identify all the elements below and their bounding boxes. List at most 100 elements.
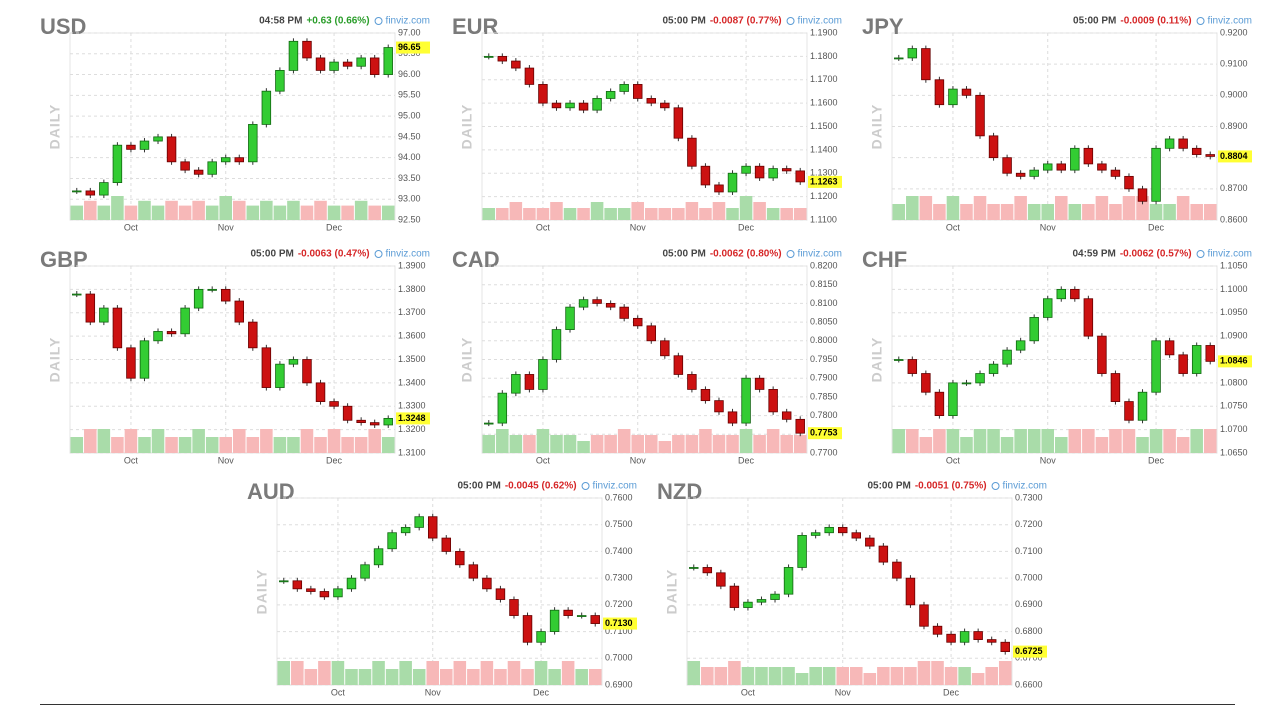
y-axis-label: DAILY xyxy=(254,569,270,615)
volume-bar xyxy=(1109,204,1122,220)
candle xyxy=(1002,349,1012,365)
candle xyxy=(894,57,904,60)
candle xyxy=(741,165,751,174)
candle xyxy=(781,168,792,172)
x-tick-label: Nov xyxy=(1040,222,1057,232)
candle xyxy=(632,317,643,327)
candle xyxy=(99,182,109,196)
change: -0.0062 (0.57%) xyxy=(1120,249,1192,260)
candle xyxy=(1151,147,1161,202)
last-price-box xyxy=(396,412,430,425)
candle xyxy=(632,84,643,99)
candle xyxy=(743,601,753,608)
candle xyxy=(484,55,494,58)
volume-bar xyxy=(726,435,739,453)
volume-bar xyxy=(84,429,97,453)
candle xyxy=(754,165,765,179)
volume-bar xyxy=(246,205,260,220)
y-tick-label: 1.1500 xyxy=(810,121,838,131)
volume-bar xyxy=(577,441,590,453)
candle xyxy=(592,299,602,304)
volume-bar xyxy=(412,669,426,685)
candle xyxy=(482,577,492,590)
y-tick-label: 0.8000 xyxy=(810,335,838,345)
y-tick-label: 93.50 xyxy=(398,173,421,183)
y-tick-label: 0.9100 xyxy=(1220,59,1248,69)
change: -0.0051 (0.75%) xyxy=(915,481,987,492)
volume-bar xyxy=(768,667,782,685)
volume-bar xyxy=(561,661,575,685)
volume-bar xyxy=(381,205,395,220)
volume-bar xyxy=(314,437,327,453)
volume-bar xyxy=(327,205,341,220)
y-tick-label: 1.1200 xyxy=(810,191,838,201)
candle xyxy=(180,307,190,335)
volume-bar xyxy=(658,441,672,453)
candle xyxy=(959,631,970,643)
volume-bar xyxy=(205,437,219,453)
candle xyxy=(180,161,190,171)
time: 05:00 PM xyxy=(662,249,705,260)
candle xyxy=(497,392,508,424)
candle xyxy=(1110,373,1121,402)
x-tick-label: Dec xyxy=(533,687,550,697)
volume-bar xyxy=(165,437,178,453)
candle xyxy=(1097,335,1107,374)
y-tick-label: 0.7400 xyxy=(605,546,633,556)
candle xyxy=(1164,138,1175,149)
bottom-rule xyxy=(40,704,1235,705)
candle xyxy=(578,102,589,111)
x-tick-label: Nov xyxy=(218,222,235,232)
volume-bar xyxy=(1136,196,1149,220)
candle xyxy=(1110,169,1121,177)
y-tick-label: 0.6800 xyxy=(1015,626,1043,636)
volume-bar xyxy=(523,435,536,453)
volume-bar xyxy=(712,202,726,220)
candle xyxy=(112,307,123,349)
candle xyxy=(988,135,999,159)
change: -0.0045 (0.62%) xyxy=(505,481,577,492)
candle xyxy=(279,580,289,583)
candle xyxy=(468,564,479,579)
source: finviz.com xyxy=(1003,481,1047,492)
x-tick-label: Oct xyxy=(124,455,139,465)
volume-bar xyxy=(577,208,590,220)
currency-chart: CAD finviz.com -0.0062 (0.80%) 05:00 PM DAIL… xyxy=(452,248,842,465)
volume-bar xyxy=(780,435,793,453)
candle xyxy=(1083,147,1094,165)
candle xyxy=(934,79,945,106)
y-tick-label: 1.3300 xyxy=(398,401,426,411)
candle xyxy=(166,136,177,163)
volume-bar xyxy=(1041,429,1054,453)
y-tick-label: 1.1000 xyxy=(1220,284,1248,294)
candle xyxy=(288,359,299,365)
candle xyxy=(948,88,958,106)
volume-bar xyxy=(685,435,699,453)
y-tick-label: 0.6600 xyxy=(1015,679,1043,689)
candle xyxy=(342,405,353,421)
volume-bar xyxy=(672,435,685,453)
source-icon xyxy=(991,482,1000,490)
candle xyxy=(1083,298,1094,337)
volume-bar xyxy=(1149,204,1163,220)
y-tick-label: 1.1800 xyxy=(810,51,838,61)
y-tick-label: 0.8700 xyxy=(1220,183,1248,193)
currency-chart: JPY finviz.com -0.0009 (0.11%) 05:00 PM DAIL… xyxy=(862,15,1252,232)
candle xyxy=(400,526,411,534)
source-icon xyxy=(1196,17,1205,25)
volume-bar xyxy=(822,667,836,685)
volume-bar xyxy=(793,435,807,453)
volume-bar xyxy=(892,204,906,220)
candle xyxy=(1137,188,1148,202)
volume-bar xyxy=(699,208,712,220)
volume-bar xyxy=(1122,196,1136,220)
volume-bar xyxy=(97,429,111,453)
volume-bar xyxy=(726,208,739,220)
currency-chart: AUD finviz.com -0.0045 (0.62%) 05:00 PM DAIL… xyxy=(247,480,637,697)
candle xyxy=(220,288,231,302)
candle xyxy=(563,609,573,616)
x-tick-label: Oct xyxy=(331,687,346,697)
candle xyxy=(315,57,326,71)
volume-bar xyxy=(753,202,766,220)
x-tick-label: Dec xyxy=(326,222,343,232)
